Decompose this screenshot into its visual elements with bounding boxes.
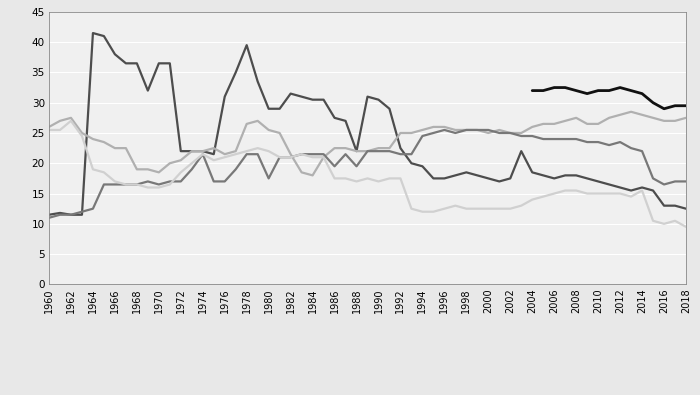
MÉXICO [144,179,152,184]
ARGENTINA [155,61,163,66]
Line: ARGENTINA: ARGENTINA [49,33,686,215]
BRASIL [45,124,53,129]
COREA [385,176,393,181]
CHINA [583,91,592,96]
ARGENTINA [682,206,690,211]
CHINA [528,88,536,93]
BRASIL [66,115,75,120]
Line: BRASIL: BRASIL [49,112,686,175]
MÉXICO [374,149,383,154]
Line: COREA: COREA [49,121,686,227]
Line: CHINA: CHINA [532,88,686,109]
BRASIL [111,146,119,150]
ARGENTINA [45,213,53,217]
CHINA [550,85,559,90]
ARGENTINA [220,94,229,99]
COREA [517,203,526,208]
BRASIL [144,167,152,172]
CHINA [660,106,668,111]
BRASIL [682,115,690,120]
COREA [66,118,75,123]
MÉXICO [111,182,119,187]
MÉXICO [682,179,690,184]
ARGENTINA [66,213,75,217]
BRASIL [309,173,317,178]
CHINA [572,88,580,93]
Line: MÉXICO: MÉXICO [49,130,686,218]
CHINA [539,88,547,93]
BRASIL [209,146,218,150]
CHINA [671,103,679,108]
CHINA [594,88,602,93]
COREA [45,128,53,132]
CHINA [616,85,624,90]
MÉXICO [45,215,53,220]
CHINA [638,91,646,96]
CHINA [682,103,690,108]
CHINA [605,88,613,93]
CHINA [627,88,636,93]
ARGENTINA [517,149,526,154]
COREA [122,182,130,187]
BRASIL [517,131,526,135]
COREA [78,134,86,138]
Legend: ARGENTINA, BRASIL, MÉXICO, CHINA, COREA: ARGENTINA, BRASIL, MÉXICO, CHINA, COREA [172,393,563,395]
CHINA [649,100,657,105]
MÉXICO [440,128,449,132]
MÉXICO [209,179,218,184]
ARGENTINA [122,61,130,66]
COREA [155,185,163,190]
MÉXICO [66,213,75,217]
BRASIL [385,146,393,150]
ARGENTINA [89,31,97,36]
COREA [220,155,229,160]
BRASIL [627,109,636,114]
MÉXICO [517,134,526,138]
ARGENTINA [385,106,393,111]
CHINA [561,85,569,90]
COREA [682,224,690,229]
